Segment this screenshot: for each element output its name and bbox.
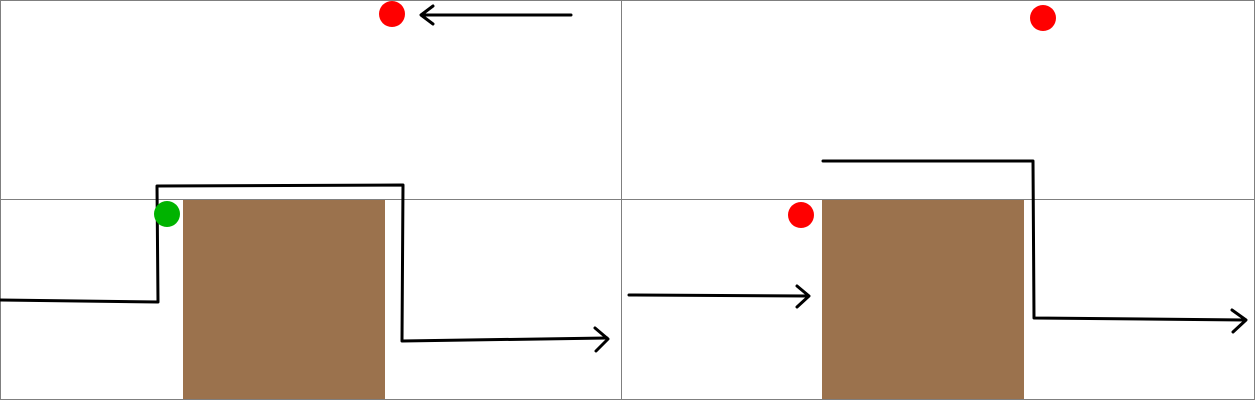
arrowhead-right-right-panel xyxy=(1230,308,1248,334)
block-right xyxy=(822,200,1024,400)
arrowhead-right-left-panel xyxy=(593,326,610,353)
arrowhead-toward-block xyxy=(795,284,811,309)
green-dot-block-edge-left-panel xyxy=(154,201,180,227)
block-left xyxy=(183,200,385,400)
red-dot-top-right-panel xyxy=(1030,5,1056,31)
arrow-toward-block-shaft xyxy=(627,293,810,298)
path-right-descend xyxy=(821,159,1247,322)
red-dot-top-left-panel xyxy=(379,1,405,27)
red-dot-block-edge-right-panel xyxy=(788,202,814,228)
path-left-climb-over xyxy=(0,183,609,343)
arrowhead-left xyxy=(419,4,435,26)
